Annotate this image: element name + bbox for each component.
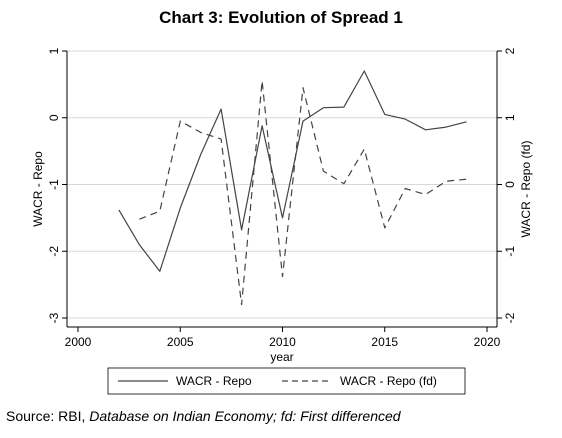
left-tick-label-3: 0 (47, 114, 61, 121)
left-tick-label-0: -3 (47, 312, 61, 323)
source-prefix: Source: RBI, (6, 408, 90, 424)
right-axis-title: WACR - Repo (fd) (519, 141, 533, 238)
right-tick-label-2: 0 (503, 181, 517, 188)
left-tick-label-2: -1 (47, 179, 61, 190)
series-lines (118, 70, 467, 306)
left-axis-title: WACR - Repo (31, 151, 45, 227)
legend: WACR - Repo WACR - Repo (fd) (107, 367, 466, 395)
source-note: Source: RBI, Database on Indian Economy;… (6, 408, 401, 424)
axes: -3 -2 -1 0 1 -2 -1 0 1 2 2000 2005 2010 2015 2020 year W… (31, 47, 533, 364)
x-tick-label-4: 2020 (474, 335, 501, 349)
plot-frame (66, 39, 498, 328)
right-tick-label-0: -2 (503, 312, 517, 323)
right-tick-label-1: -1 (503, 246, 517, 257)
left-tick-label-1: -2 (47, 246, 61, 257)
x-axis-title: year (270, 350, 293, 364)
x-tick-label-3: 2015 (371, 335, 398, 349)
series-line-0 (118, 70, 467, 272)
legend-label-1: WACR - Repo (fd) (340, 374, 437, 388)
series-line-1 (139, 80, 467, 306)
right-tick-label-4: 2 (503, 47, 517, 54)
chart-title: Chart 3: Evolution of Spread 1 (159, 8, 403, 27)
source-italic: Database on Indian Economy; fd: First di… (89, 408, 401, 424)
left-tick-label-4: 1 (47, 47, 61, 54)
grid (67, 50, 497, 319)
x-tick-label-2: 2010 (269, 335, 296, 349)
legend-label-0: WACR - Repo (176, 374, 252, 388)
x-tick-label-0: 2000 (65, 335, 92, 349)
x-tick-label-1: 2005 (167, 335, 194, 349)
right-tick-label-3: 1 (503, 114, 517, 121)
